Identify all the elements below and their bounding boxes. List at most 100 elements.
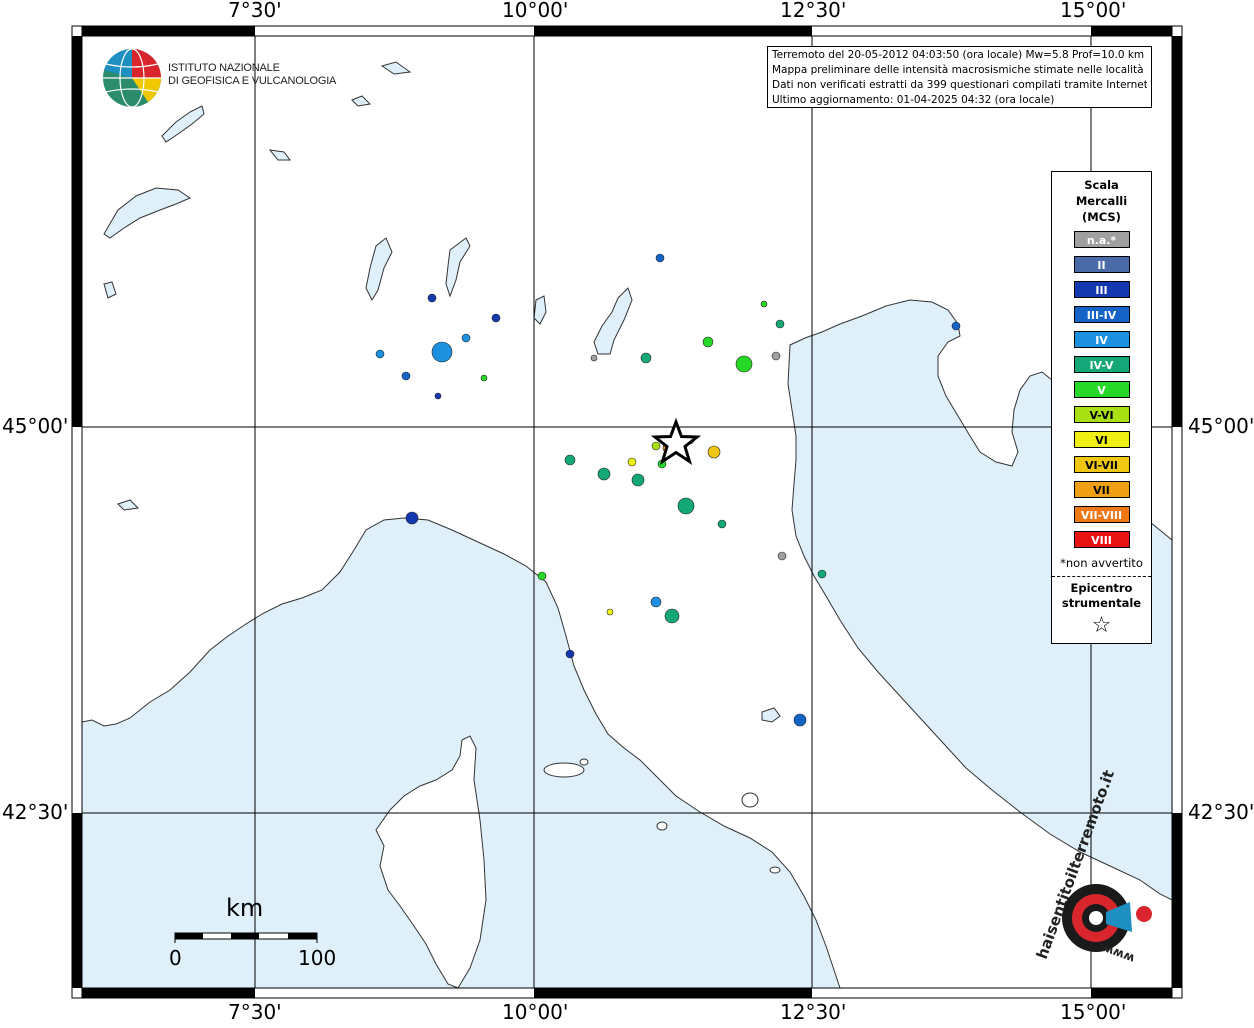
intensity-marker-na [771,351,781,361]
island [769,866,781,874]
lake-geneva [103,187,192,239]
island [656,821,668,831]
intensity-marker-iv [650,596,662,608]
intensity-marker-iv [461,333,471,343]
intensity-marker-iv-v [817,569,827,579]
axis-right-label: 45°00' [1188,414,1254,438]
intensity-marker-v [760,300,768,308]
intensity-marker-na [590,354,598,362]
legend-title-line: Scala [1084,178,1119,192]
intensity-marker-iii [434,392,442,400]
logo-line1: ISTITUTO NAZIONALE [168,62,280,74]
lake [351,95,372,107]
legend-swatch-iv: IV [1073,331,1130,348]
lake [103,281,117,299]
intensity-marker-iii-iv [401,371,411,381]
intensity-marker-vi-vii [707,445,721,459]
intensity-marker-iii [565,649,575,659]
intensity-marker-v [537,571,547,581]
intensity-marker-iii [491,313,501,323]
corsica [375,735,487,989]
intensity-marker-vi [627,457,637,467]
haisentito-logo-icon [1062,884,1152,952]
intensity-marker-iv-v [677,497,695,515]
legend-swatch-v: V [1073,381,1130,398]
legend-swatch-viii: VIII [1073,531,1130,548]
legend-swatch-iii-iv: III-IV [1073,306,1130,323]
legend-swatch-v-vi: V-VI [1073,406,1130,423]
intensity-marker-iv [431,341,453,363]
legend-swatch-na: n.a.* [1073,231,1130,248]
event-info-box: Terremoto del 20-05-2012 04:03:50 (ora l… [767,46,1152,108]
intensity-marker-v [702,336,714,348]
lake [268,149,291,161]
legend-swatch-vi-vii: VI-VII [1073,456,1130,473]
ingv-logo-icon [103,48,161,108]
event-info-line: Ultimo aggiornamento: 01-04-2025 04:32 (… [772,94,1055,106]
lake-garda [593,287,633,355]
legend-title: Scala Mercalli (MCS) [1052,177,1151,225]
legend-items: n.a.* II III III-IV IV IV-V V V-VI VI VI… [1052,231,1151,548]
scale-max: 100 [298,946,337,970]
legend-swatch-ii: II [1073,256,1130,273]
scale-min: 0 [169,946,182,970]
axis-bottom-label: 12°30' [780,1000,847,1024]
intensity-marker-na [777,551,787,561]
intensity-marker-v [735,355,753,373]
legend-swatch-vii: VII [1073,481,1130,498]
intensity-marker-iv-v [564,454,576,466]
legend-title-line: Mercalli [1075,194,1128,208]
axis-top-label: 10°00' [502,0,569,22]
island [741,792,759,808]
event-info-line: Terremoto del 20-05-2012 04:03:50 (ora l… [772,49,1145,61]
lake-maggiore [365,237,393,302]
axis-top-label: 15°00' [1060,0,1127,22]
axis-top-label: 12°30' [780,0,847,22]
lake [380,61,412,75]
lake-trasimeno [761,707,781,723]
ingv-logo-text: ISTITUTO NAZIONALE DI GEOFISICA E VULCAN… [168,62,336,88]
map-frame [71,25,1183,999]
elba-island [543,762,585,778]
intensity-marker-vi [606,608,614,616]
axis-bottom-label: 10°00' [502,1000,569,1024]
intensity-marker-iii [405,511,419,525]
epicenter-star-icon: ☆ [1091,613,1112,638]
logo-line2: DI GEOFISICA E VULCANOLOGIA [168,75,337,87]
legend-divider [1052,576,1151,577]
axis-bottom-label: 7°30' [228,1000,282,1024]
intensity-marker-iii-iv [655,253,665,263]
lake-como [445,237,471,298]
epicenter-label-line: strumentale [1061,596,1142,610]
epicenter-label-line: Epicentro [1070,581,1133,595]
intensity-marker-iii-iv [793,713,807,727]
axis-top-label: 7°30' [228,0,282,22]
intensity-legend: Scala Mercalli (MCS) n.a.* II III III-IV… [1051,171,1152,644]
epicenter-label: Epicentro strumentale [1052,581,1151,611]
lake [117,499,140,511]
scale-bar [174,932,318,943]
axis-bottom-label: 15°00' [1060,1000,1127,1024]
scale-unit: km [226,894,264,922]
intensity-marker-iv-v [775,319,785,329]
intensity-marker-iv [375,349,385,359]
event-info-line: Mappa preliminare delle intensità macros… [772,64,1144,76]
intensity-marker-iii-iv [951,321,961,331]
legend-swatch-iv-v: IV-V [1073,356,1130,373]
intensity-marker-v [480,374,488,382]
intensity-marker-iv-v [631,473,645,487]
axis-left-label: 42°30' [2,800,69,824]
intensity-marker-iv-v [640,352,652,364]
axis-left-label: 45°00' [2,414,69,438]
legend-swatch-iii: III [1073,281,1130,298]
legend-title-line: (MCS) [1082,210,1121,224]
event-info-line: Dati non verificati estratti da 399 ques… [772,79,1147,91]
legend-swatch-vii-viii: VII-VIII [1073,506,1130,523]
intensity-marker-iv-v [717,519,727,529]
axis-right-label: 42°30' [1188,800,1254,824]
intensity-markers [375,253,961,727]
island [579,758,589,766]
intensity-marker-iii [427,293,437,303]
legend-note: *non avvertito [1060,556,1143,570]
intensity-marker-v-vi [651,441,661,451]
